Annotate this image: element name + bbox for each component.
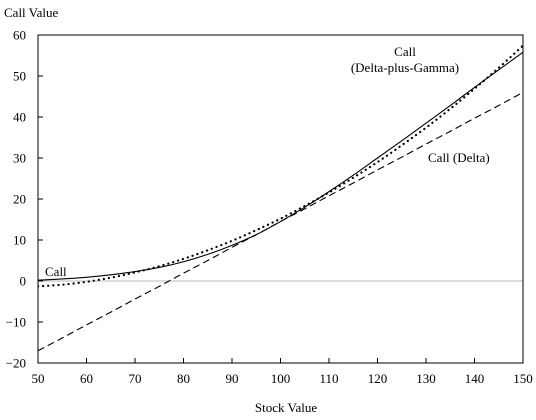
x-tick-label: 110 <box>319 371 338 386</box>
y-tick-label: 0 <box>20 274 27 289</box>
series-line-solid <box>38 52 523 280</box>
plot-frame <box>38 35 523 363</box>
series-layer <box>38 46 523 351</box>
y-tick-label: 40 <box>13 110 26 125</box>
x-tick-label: 70 <box>129 371 142 386</box>
axes-layer <box>38 35 523 363</box>
y-tick-label: 30 <box>13 151 26 166</box>
x-tick-label: 130 <box>416 371 436 386</box>
x-axis-title: Stock Value <box>255 400 317 415</box>
x-tick-label: 120 <box>368 371 388 386</box>
series-line-dotted <box>38 46 523 287</box>
y-tick-label: −10 <box>6 315 26 330</box>
series-label-delta-gamma-line1: Call <box>394 44 416 59</box>
x-tick-label: 140 <box>465 371 485 386</box>
y-tick-label: 60 <box>13 28 26 43</box>
series-label-delta: Call (Delta) <box>428 150 490 165</box>
y-tick-label: −20 <box>6 356 26 371</box>
series-label-call: Call <box>45 264 67 279</box>
x-tick-label: 80 <box>177 371 190 386</box>
x-tick-label: 90 <box>226 371 239 386</box>
x-tick-label: 150 <box>513 371 533 386</box>
x-tick-label: 60 <box>80 371 93 386</box>
labels-layer: Call Value Stock Value Call Call (Delta-… <box>4 5 490 415</box>
y-tick-label: 50 <box>13 69 26 84</box>
y-tick-label: 20 <box>13 192 26 207</box>
y-tick-label: 10 <box>13 233 26 248</box>
series-label-delta-gamma-line2: (Delta-plus-Gamma) <box>351 60 459 75</box>
y-axis-title: Call Value <box>4 5 59 20</box>
x-tick-label: 100 <box>271 371 291 386</box>
ticks-layer: 50 60 70 80 90 100 110 120 130 140 150 −20 −10 0 10 20 3… <box>6 28 533 387</box>
x-tick-label: 50 <box>32 371 45 386</box>
